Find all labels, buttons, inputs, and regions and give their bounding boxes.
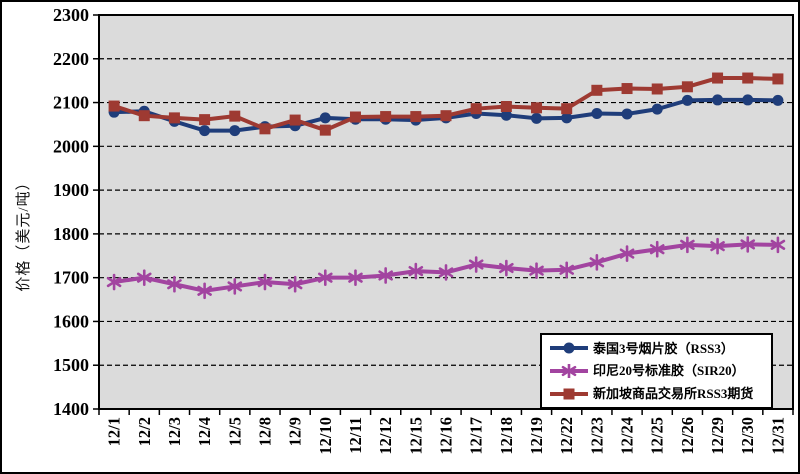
svg-text:12/9: 12/9	[286, 417, 305, 446]
svg-text:12/29: 12/29	[708, 417, 727, 455]
svg-text:1600: 1600	[53, 311, 89, 331]
chart-legend: 泰国3号烟片胶（RSS3） 印尼20号标准胶（SIR20） 新加坡商品交易所RS…	[540, 333, 773, 409]
svg-text:1700: 1700	[53, 268, 89, 288]
svg-text:1500: 1500	[53, 355, 89, 375]
svg-text:12/17: 12/17	[467, 417, 486, 455]
svg-text:12/11: 12/11	[346, 417, 365, 454]
svg-text:12/22: 12/22	[557, 417, 576, 455]
svg-text:1400: 1400	[53, 399, 89, 419]
svg-text:1800: 1800	[53, 224, 89, 244]
svg-text:12/24: 12/24	[618, 417, 637, 455]
svg-text:12/25: 12/25	[648, 417, 667, 455]
legend-label-rss3: 泰国3号烟片胶（RSS3）	[593, 340, 734, 356]
legend-asterisk-marker-icon	[550, 362, 588, 380]
y-axis-title: 价格（美元/吨）	[16, 174, 32, 292]
x-axis-ticks	[98, 409, 794, 415]
svg-text:2300: 2300	[53, 5, 89, 25]
series-sgx-rss3-futures	[108, 72, 784, 136]
svg-text:12/8: 12/8	[255, 417, 274, 446]
series-sir20-markers	[106, 236, 786, 300]
svg-text:12/18: 12/18	[497, 417, 516, 455]
legend-item-sgx-rss3-futures: 新加坡商品交易所RSS3期货	[550, 387, 767, 401]
svg-text:12/15: 12/15	[406, 417, 425, 455]
svg-text:2100: 2100	[53, 93, 89, 113]
x-axis-labels: 12/1 12/2 12/3 12/4 12/5 12/8 12/9 12/10 12/11 12…	[105, 417, 788, 455]
svg-text:12/5: 12/5	[225, 417, 244, 446]
svg-text:12/19: 12/19	[527, 417, 546, 455]
svg-text:1900: 1900	[53, 180, 89, 200]
legend-label-sir20: 印尼20号标准胶（SIR20）	[593, 363, 745, 379]
svg-text:12/31: 12/31	[768, 417, 787, 455]
svg-text:12/3: 12/3	[165, 417, 184, 446]
legend-item-sir20: 印尼20号标准胶（SIR20）	[550, 362, 767, 380]
series-sir20	[106, 236, 786, 300]
legend-item-rss3: 泰国3号烟片胶（RSS3）	[550, 341, 767, 355]
legend-square-marker-icon	[550, 387, 588, 401]
y-axis-labels: 2300 2200 2100 2000 1900 1800 1700 1600 1500 1400	[53, 5, 89, 419]
svg-text:12/12: 12/12	[376, 417, 395, 455]
legend-label-sgx-rss3-futures: 新加坡商品交易所RSS3期货	[593, 386, 754, 402]
svg-text:12/30: 12/30	[738, 417, 757, 455]
svg-text:12/1: 12/1	[105, 417, 124, 446]
series-sgx-rss3-futures-markers	[108, 72, 784, 136]
svg-text:12/2: 12/2	[135, 417, 154, 446]
svg-text:12/16: 12/16	[437, 417, 456, 455]
svg-text:12/4: 12/4	[195, 417, 214, 446]
svg-text:12/10: 12/10	[316, 417, 335, 455]
plot-border	[98, 14, 794, 410]
svg-text:2000: 2000	[53, 136, 89, 156]
svg-text:2200: 2200	[53, 49, 89, 69]
svg-text:12/26: 12/26	[678, 417, 697, 455]
legend-circle-marker-icon	[550, 341, 588, 355]
svg-text:12/23: 12/23	[587, 417, 606, 455]
